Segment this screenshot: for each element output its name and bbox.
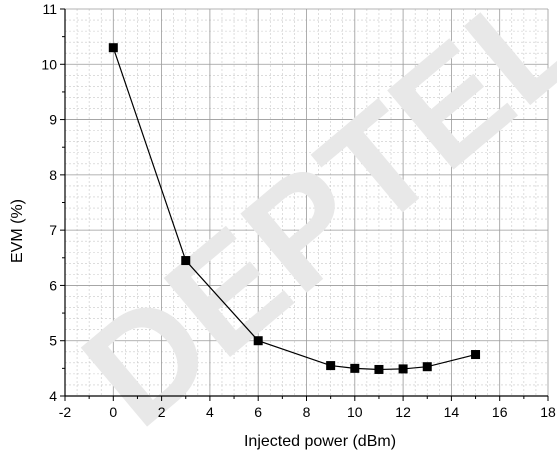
data-point: [108, 43, 118, 53]
x-tick-label: 14: [444, 404, 460, 420]
y-axis-title: EVM (%): [9, 199, 26, 263]
watermark-text: DEPTEL: [52, 0, 557, 458]
x-tick-label: 2: [158, 404, 166, 420]
y-tick-label: 8: [49, 167, 57, 183]
x-tick-label: 18: [540, 404, 556, 420]
x-tick-label: 8: [303, 404, 311, 420]
x-tick-label: 12: [395, 404, 411, 420]
x-tick-label: -2: [59, 404, 72, 420]
y-tick-label: 5: [49, 333, 57, 349]
y-tick-label: 7: [49, 222, 57, 238]
series: [108, 43, 481, 374]
data-point: [398, 364, 408, 374]
watermark: DEPTEL: [52, 0, 557, 458]
data-point: [422, 362, 432, 372]
x-tick-label: 16: [492, 404, 508, 420]
y-tick-label: 9: [49, 112, 57, 128]
data-point: [350, 363, 360, 373]
y-tick-label: 4: [49, 388, 57, 404]
data-point: [181, 256, 191, 266]
x-tick-label: 4: [206, 404, 214, 420]
data-point: [326, 361, 336, 371]
ticks: [60, 8, 549, 401]
x-tick-label: 10: [347, 404, 363, 420]
tick-labels: -2 0 2 4 6 8 10 12 14 16 18 4 5 6 7 8 9 10 11: [41, 1, 556, 420]
x-axis-title: Injected power (dBm): [244, 433, 396, 450]
y-tick-label: 10: [41, 56, 57, 72]
data-point: [253, 336, 263, 346]
y-tick-label: 11: [42, 1, 57, 17]
data-point: [471, 350, 481, 360]
x-tick-label: 0: [109, 404, 117, 420]
y-tick-label: 6: [49, 277, 57, 293]
x-tick-label: 6: [254, 404, 262, 420]
data-point: [374, 364, 384, 374]
